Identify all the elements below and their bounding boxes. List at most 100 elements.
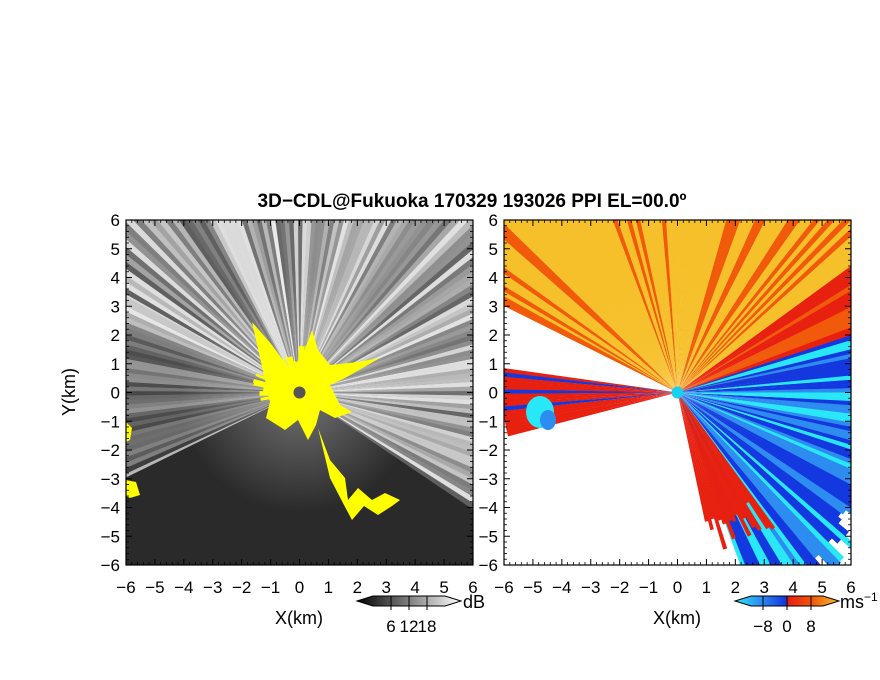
velocity-ray — [677, 392, 728, 550]
velocity-ray — [677, 392, 851, 465]
y-tick-label: 4 — [111, 269, 120, 288]
colorbar-tick-label: 18 — [418, 617, 437, 636]
unit-exponent: −1 — [864, 590, 878, 604]
x-tick-label: −4 — [174, 578, 193, 597]
velocity-ray — [504, 285, 678, 393]
colorbar-tick-label: 12 — [400, 617, 419, 636]
colorbar-tick-label: 0 — [782, 617, 791, 636]
velocity-ray — [677, 220, 794, 393]
velocity-ray — [677, 220, 683, 393]
velocity-ray — [677, 220, 713, 393]
velocity-ray — [677, 220, 741, 393]
velocity-ray — [677, 220, 751, 393]
velocity-ray — [677, 392, 737, 522]
reflectivity-ray — [126, 381, 300, 393]
velocity-ray — [677, 220, 727, 393]
reflectivity-colorbar-unit: dB — [463, 592, 485, 612]
velocity-ray — [677, 220, 756, 393]
x-tick-label: −6 — [494, 578, 513, 597]
velocity-colorbar: −8 0 8 ms−1 — [733, 590, 878, 636]
velocity-ray — [677, 392, 756, 529]
velocity-ray — [677, 392, 851, 460]
saturation-blob — [318, 428, 400, 520]
velocity-ray — [677, 220, 814, 393]
velocity-xlabel: X(km) — [653, 608, 701, 628]
y-tick-label: −5 — [479, 527, 498, 546]
x-tick-label: 4 — [410, 578, 419, 597]
colorbar-tick-label: 8 — [806, 617, 815, 636]
velocity-ray — [677, 220, 688, 393]
saturation-blob — [126, 480, 140, 498]
x-tick-label: −3 — [203, 578, 222, 597]
colorbar-ticks: 6 12 18 — [386, 596, 436, 636]
y-tick-label: 5 — [111, 240, 120, 259]
velocity-ray — [677, 392, 833, 543]
velocity-ray — [504, 220, 678, 393]
velocity-ray — [677, 392, 762, 531]
y-tick-label: 5 — [489, 240, 498, 259]
velocity-ray — [677, 392, 849, 537]
velocity-ray — [674, 220, 679, 393]
velocity-ray — [677, 392, 736, 540]
velocity-ray — [677, 220, 777, 393]
velocity-ray — [677, 392, 851, 485]
y-tick-label: −1 — [479, 412, 498, 431]
velocity-ray — [677, 392, 845, 562]
velocity-ray — [677, 392, 842, 524]
x-tick-label: 0 — [295, 578, 304, 597]
y-tick-label: −1 — [101, 412, 120, 431]
velocity-ray — [677, 220, 722, 393]
x-tick-label: −3 — [581, 578, 600, 597]
reflectivity-ray — [299, 220, 312, 393]
x-tick-label: −4 — [552, 578, 571, 597]
velocity-ray — [677, 392, 749, 504]
x-tick-label: 5 — [817, 578, 826, 597]
colorbar-ticks: −8 0 8 — [753, 596, 816, 636]
velocity-ray — [504, 385, 678, 393]
y-tick-label: −3 — [479, 470, 498, 489]
reflectivity-colorbar: 6 12 18 dB — [355, 592, 485, 636]
reflectivity-xlabel: X(km) — [275, 608, 323, 628]
reflectivity-ray — [299, 220, 364, 393]
velocity-ray — [677, 392, 770, 530]
colorbar-tick-label: −8 — [753, 617, 772, 636]
reflectivity-ray — [299, 381, 473, 393]
x-tick-label: 2 — [353, 578, 362, 597]
y-tick-label: 1 — [111, 355, 120, 374]
velocity-ray — [677, 392, 847, 515]
reflectivity-ray — [288, 220, 300, 393]
x-tick-label: 3 — [760, 578, 769, 597]
velocity-ray — [677, 220, 705, 393]
y-tick-label: −2 — [101, 441, 120, 460]
velocity-ray — [677, 220, 736, 393]
velocity-ray — [504, 267, 678, 393]
figure-title: 3D−CDL@Fukuoka 170329 193026 PPI EL=00.0… — [258, 191, 687, 212]
velocity-ray — [677, 392, 715, 520]
velocity-ray — [677, 392, 851, 406]
x-tick-label: 6 — [846, 578, 855, 597]
velocity-ray — [677, 220, 828, 393]
velocity-colorbar-unit: ms−1 — [840, 590, 878, 612]
velocity-ray — [677, 392, 776, 530]
y-tick-label: 6 — [111, 211, 120, 230]
reflectivity-ray — [126, 386, 300, 393]
velocity-ray — [677, 220, 771, 393]
y-tick-label: −5 — [101, 527, 120, 546]
velocity-ray — [677, 220, 696, 393]
y-tick-label: 3 — [489, 297, 498, 316]
velocity-ray — [677, 220, 782, 393]
velocity-ray — [677, 392, 851, 401]
y-tick-label: 2 — [111, 326, 120, 345]
x-tick-label: 0 — [673, 578, 682, 597]
radar-site-marker — [293, 386, 306, 399]
y-tick-label: −6 — [479, 556, 498, 575]
y-tick-label: −4 — [479, 499, 498, 518]
y-tick-label: 0 — [111, 384, 120, 403]
velocity-ray — [677, 335, 851, 393]
velocity-ray — [677, 392, 851, 549]
velocity-ray — [504, 296, 678, 393]
